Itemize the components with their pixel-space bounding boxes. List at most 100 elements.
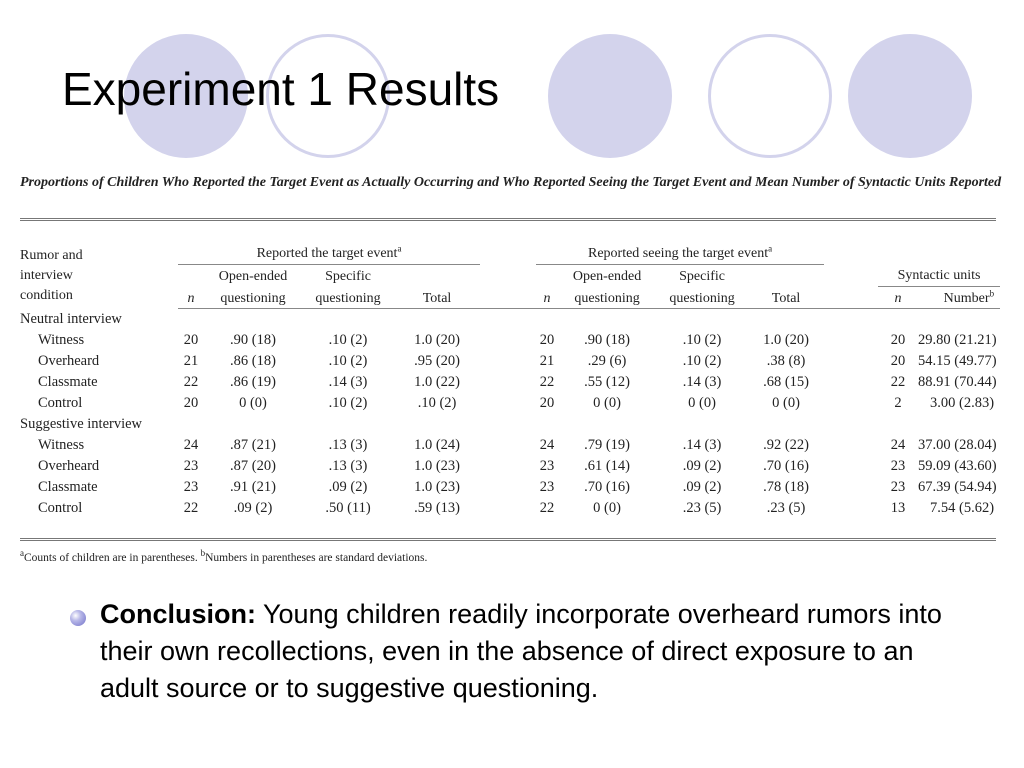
decor-circle-5	[848, 34, 972, 158]
table-caption: Proportions of Children Who Reported the…	[20, 175, 1002, 190]
cell-open2: 0 (0)	[593, 499, 621, 516]
cell-spec2: .10 (2)	[682, 352, 722, 369]
cell-spec2: .14 (3)	[682, 436, 722, 453]
conclusion-bullet: Conclusion: Young children readily incor…	[70, 596, 950, 707]
cell-n2: 23	[539, 478, 555, 495]
row-label: Classmate	[38, 373, 98, 390]
row-label: Witness	[38, 331, 85, 348]
cell-n3: 13	[890, 499, 906, 516]
table-row: Classmate 22 .86 (19) .14 (3) 1.0 (22) 22 .55 …	[20, 372, 1000, 393]
table-row: Overheard 21 .86 (18) .10 (2) .95 (20) 21 .29 …	[20, 351, 1000, 372]
cell-n1: 21	[183, 352, 199, 369]
cell-total2: .23 (5)	[766, 499, 806, 516]
cell-n1: 22	[183, 499, 199, 516]
cell-spec1: .10 (2)	[328, 394, 368, 411]
section-row: Neutral interview	[20, 308, 1000, 330]
conclusion-body: Young children readily incorporate overh…	[100, 599, 942, 703]
group-reported-event-label: Reported the target event	[256, 246, 398, 261]
cell-n3: 20	[890, 352, 906, 369]
table-footnote: aCounts of children are in parentheses. …	[20, 549, 428, 564]
cell-n2: 20	[539, 331, 555, 348]
table-row: Overheard 23 .87 (20) .13 (3) 1.0 (23) 23 .61 …	[20, 456, 1000, 477]
cell-open2: .61 (14)	[584, 457, 630, 474]
cell-total2: .70 (16)	[763, 457, 809, 474]
cell-total1: .10 (2)	[417, 394, 457, 411]
cell-spec1: .10 (2)	[328, 352, 368, 369]
cell-spec2: 0 (0)	[688, 394, 716, 411]
subheader-number-label: Number	[943, 290, 990, 306]
subheader-specific-1b: questioning	[302, 286, 394, 309]
cell-spec1: .13 (3)	[328, 457, 368, 474]
cell-open1: .90 (18)	[230, 331, 276, 348]
table-top-rule	[20, 218, 996, 221]
cell-n3: 2	[894, 394, 902, 411]
row-label: Overheard	[38, 352, 100, 369]
footnote-a-text: Counts of children are in parentheses.	[24, 552, 198, 564]
decor-circle-3	[548, 34, 672, 158]
group-reported-seeing: Reported seeing the target eventa	[536, 242, 825, 265]
cell-n3: 22	[890, 373, 906, 390]
cell-number: 29.80 (21.21)	[918, 331, 997, 348]
cell-spec1: .14 (3)	[328, 373, 368, 390]
cell-open1: .09 (2)	[233, 499, 273, 516]
subheader-n-2: n	[536, 286, 559, 309]
cell-open2: .55 (12)	[584, 373, 630, 390]
cell-open2: 0 (0)	[593, 394, 621, 411]
cell-n3: 23	[890, 457, 906, 474]
stub-header-line-1: Rumor and	[20, 248, 83, 263]
cell-open2: .70 (16)	[584, 478, 630, 495]
cell-n3: 23	[890, 478, 906, 495]
decor-circle-4	[708, 34, 832, 158]
cell-total2: .68 (15)	[763, 373, 809, 390]
cell-total1: 1.0 (24)	[414, 436, 460, 453]
cell-open1: .91 (21)	[230, 478, 276, 495]
cell-n1: 22	[183, 373, 199, 390]
cell-open2: .79 (19)	[584, 436, 630, 453]
group-reported-seeing-label: Reported seeing the target event	[587, 246, 769, 261]
cell-number: 67.39 (54.94)	[918, 478, 997, 495]
section-row: Suggestive interview	[20, 414, 1000, 435]
cell-open2: .29 (6)	[587, 352, 627, 369]
table-row: Classmate 23 .91 (21) .09 (2) 1.0 (23) 23 .70 …	[20, 477, 1000, 498]
cell-n1: 23	[183, 478, 199, 495]
subheader-open-2b: questioning	[558, 286, 657, 309]
cell-number: 59.09 (43.60)	[918, 457, 997, 474]
bullet-icon	[70, 610, 86, 626]
cell-spec1: .09 (2)	[328, 478, 368, 495]
subheader-specific-2: Specific	[679, 269, 725, 284]
cell-n1: 20	[183, 331, 199, 348]
section-label: Neutral interview	[20, 310, 122, 327]
cell-spec2: .10 (2)	[682, 331, 722, 348]
footnote-a-marker: a	[20, 548, 24, 559]
subheader-specific-2b: questioning	[656, 286, 749, 309]
group-syntactic-units: Syntactic units	[878, 242, 1001, 287]
cell-number: 37.00 (28.04)	[918, 436, 997, 453]
row-label: Control	[38, 394, 83, 411]
cell-total1: 1.0 (23)	[414, 457, 460, 474]
cell-n1: 20	[183, 394, 199, 411]
subheader-total-2: Total	[748, 286, 825, 309]
cell-open1: .87 (20)	[230, 457, 276, 474]
cell-spec1: .13 (3)	[328, 436, 368, 453]
cell-open2: .90 (18)	[584, 331, 630, 348]
table-body: Neutral interview Witness 20 .90 (18) .10 (2…	[20, 308, 1000, 519]
cell-total2: 0 (0)	[772, 394, 800, 411]
cell-total2: .78 (18)	[763, 478, 809, 495]
cell-n2: 22	[539, 499, 555, 516]
conclusion-label: Conclusion:	[100, 599, 256, 629]
subheader-open-1: Open-ended	[218, 269, 288, 284]
cell-number: 88.91 (70.44)	[918, 373, 997, 390]
decor-circle-1	[124, 34, 248, 158]
row-label: Overheard	[38, 457, 100, 474]
subheader-specific-1: Specific	[325, 269, 371, 284]
subheader-n-1: n	[178, 286, 204, 309]
cell-total1: 1.0 (22)	[414, 373, 460, 390]
cell-n3: 24	[890, 436, 906, 453]
cell-spec1: .50 (11)	[325, 499, 371, 516]
cell-total1: .95 (20)	[414, 352, 460, 369]
cell-total1: 1.0 (20)	[414, 331, 460, 348]
slide-title: Experiment 1 Results	[62, 63, 500, 115]
subheader-number: Numberb	[918, 286, 1001, 309]
cell-total2: .38 (8)	[766, 352, 806, 369]
footnote-b-text: Numbers in parentheses are standard devi…	[205, 552, 428, 564]
